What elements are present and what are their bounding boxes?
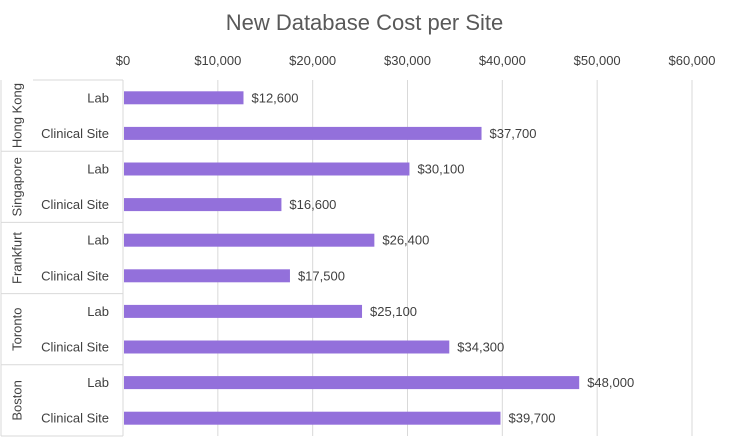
x-tick-label: $40,000 — [479, 53, 526, 68]
category-label: Clinical Site — [41, 411, 109, 426]
chart-title: New Database Cost per Site — [225, 10, 504, 35]
x-tick-label: $50,000 — [574, 53, 621, 68]
bar — [124, 340, 450, 354]
data-label: $17,500 — [298, 268, 345, 283]
category-label: Lab — [87, 304, 109, 319]
bar — [124, 198, 282, 212]
data-label: $34,300 — [457, 340, 504, 355]
x-tick-label: $20,000 — [289, 53, 336, 68]
x-tick-label: $60,000 — [669, 53, 716, 68]
group-label: Frankfurt — [10, 232, 25, 284]
bar — [124, 233, 375, 247]
data-label: $25,100 — [370, 304, 417, 319]
bar — [124, 411, 501, 425]
category-label: Clinical Site — [41, 268, 109, 283]
data-label: $39,700 — [508, 411, 555, 426]
bar — [124, 269, 290, 283]
bar — [124, 162, 410, 176]
category-label: Lab — [87, 375, 109, 390]
data-label: $30,100 — [417, 162, 464, 177]
category-label: Clinical Site — [41, 340, 109, 355]
bar — [124, 126, 482, 140]
data-label: $12,600 — [251, 90, 298, 105]
group-label: Singapore — [10, 157, 25, 216]
group-label: Boston — [10, 380, 25, 420]
data-label: $16,600 — [289, 197, 336, 212]
category-label: Lab — [87, 162, 109, 177]
x-tick-label: $10,000 — [194, 53, 241, 68]
category-label: Lab — [87, 90, 109, 105]
category-label: Clinical Site — [41, 126, 109, 141]
group-label: Hong Kong — [10, 83, 25, 148]
data-label: $48,000 — [587, 375, 634, 390]
category-label: Clinical Site — [41, 197, 109, 212]
data-label: $26,400 — [382, 233, 429, 248]
group-label: Toronto — [10, 308, 25, 351]
category-label: Lab — [87, 233, 109, 248]
data-label: $37,700 — [490, 126, 537, 141]
bar — [124, 91, 244, 105]
bar — [124, 376, 580, 390]
x-tick-label: $30,000 — [384, 53, 431, 68]
x-tick-label: $0 — [116, 53, 130, 68]
bar — [124, 304, 363, 318]
